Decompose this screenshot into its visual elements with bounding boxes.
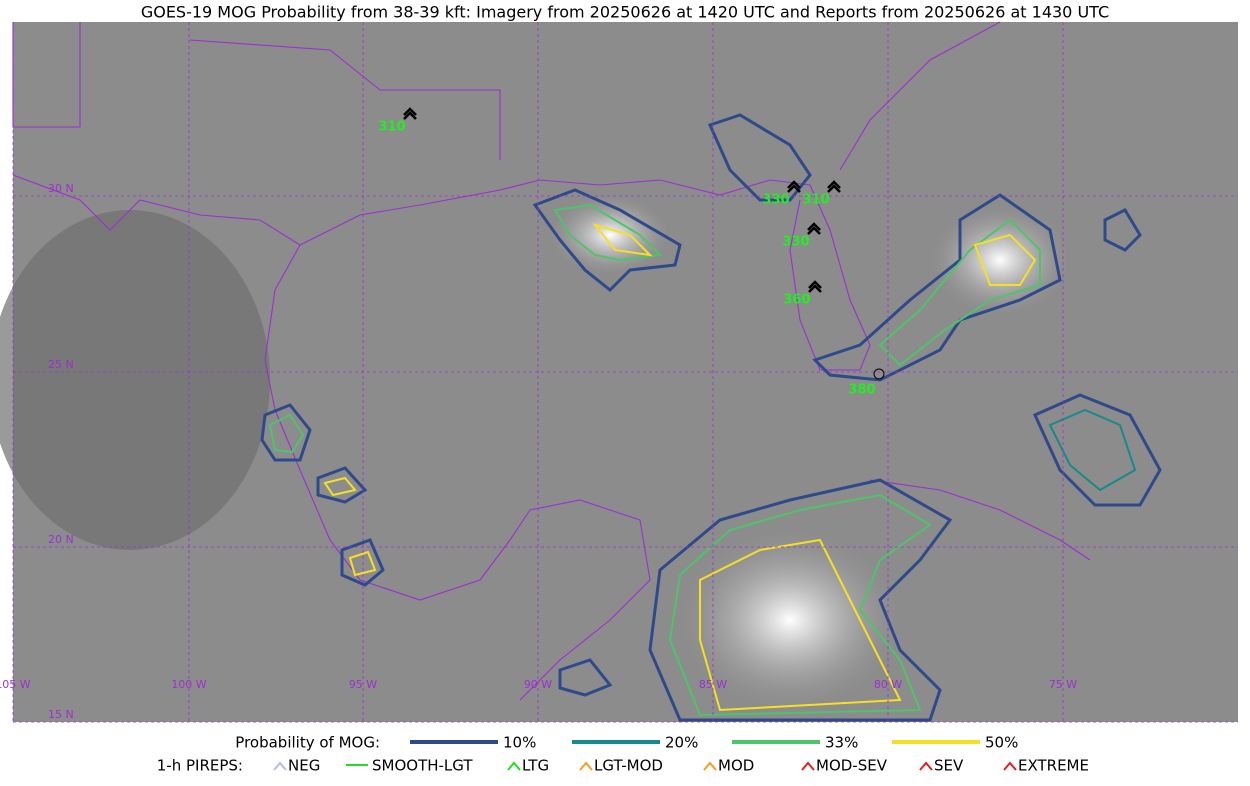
pirep-symbol — [703, 761, 717, 771]
cloud-region — [550, 195, 670, 275]
legend-title: Probability of MOG: — [235, 734, 380, 752]
longitude-label: 100 W — [171, 678, 206, 691]
legend-label: 50% — [985, 734, 1018, 752]
report-altitude: 360 — [783, 293, 810, 308]
pirep-label: LTG — [522, 757, 549, 775]
ltg-symbol — [827, 180, 841, 193]
probability-contours — [260, 113, 1162, 722]
legend-title: 1-h PIREPS: — [157, 757, 243, 775]
ltg-symbol — [808, 280, 822, 293]
pirep-reports: 310 330 310 330 360 380 — [378, 107, 885, 398]
pirep-label: MOD-SEV — [816, 757, 888, 775]
report-altitude: 330 — [782, 235, 809, 250]
map-title: GOES-19 MOG Probability from 38-39 kft: … — [141, 3, 1109, 22]
longitude-label: 75 W — [1049, 678, 1077, 691]
pirep-symbol — [273, 761, 287, 771]
lat-lon-grid: 30 N 25 N 20 N 15 N 105 W 100 W 95 W 90 W 85 W 80… — [0, 22, 1238, 723]
longitude-label: 85 W — [699, 678, 727, 691]
legend-label: 20% — [665, 734, 698, 752]
latitude-label: 15 N — [48, 708, 74, 721]
dry-region — [0, 210, 270, 550]
longitude-label: 80 W — [874, 678, 902, 691]
report-altitude: 310 — [378, 120, 405, 135]
pirep-label: MOD — [718, 757, 754, 775]
pirep-label: LGT-MOD — [594, 757, 663, 775]
ltg-symbol — [403, 107, 417, 120]
cloud-region — [680, 530, 900, 710]
pirep-symbol — [579, 761, 593, 771]
pirep-label: EXTREME — [1018, 757, 1089, 775]
longitude-label: 105 W — [0, 678, 31, 691]
pirep-label: SMOOTH-LGT — [372, 757, 473, 775]
ltg-symbol — [787, 180, 801, 193]
pirep-label: NEG — [288, 757, 320, 775]
ltg-symbol — [807, 222, 821, 235]
pirep-label: SEV — [934, 757, 964, 775]
pirep-symbol — [919, 761, 933, 771]
report-altitude: 330 — [762, 193, 789, 208]
latitude-label: 25 N — [48, 358, 74, 371]
neg-symbol — [873, 368, 885, 380]
pirep-symbol — [507, 761, 521, 771]
longitude-label: 90 W — [524, 678, 552, 691]
legend: Probability of MOG: 10% 20% 33% 50% 1-h PIREP… — [157, 734, 1089, 775]
report-altitude: 380 — [848, 383, 875, 398]
legend-label: 10% — [503, 734, 536, 752]
latitude-label: 20 N — [48, 533, 74, 546]
legend-label: 33% — [825, 734, 858, 752]
pirep-symbol — [1003, 761, 1017, 771]
report-altitude: 310 — [802, 193, 829, 208]
latitude-label: 30 N — [48, 182, 74, 195]
pirep-symbol — [801, 761, 815, 771]
cloud-region — [930, 205, 1070, 315]
longitude-label: 95 W — [349, 678, 377, 691]
